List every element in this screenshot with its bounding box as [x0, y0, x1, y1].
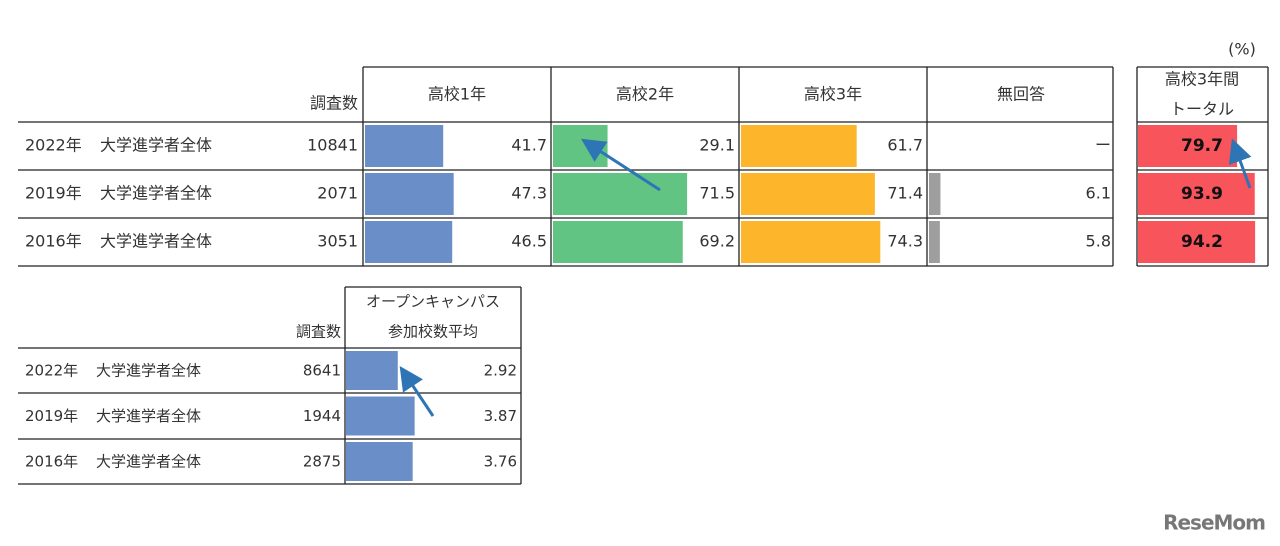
cell-value: 71.5: [699, 184, 735, 203]
data-bar: [929, 173, 941, 215]
unit-label: (%): [1228, 40, 1256, 59]
row-year: 2019年: [25, 184, 82, 203]
data-bar: [365, 221, 453, 263]
total-value: 79.7: [1181, 136, 1223, 156]
cell-value: 6.1: [1086, 184, 1111, 203]
cell-value: 47.3: [511, 184, 547, 203]
cell-value: 3.76: [484, 453, 517, 471]
total-header: トータル: [1170, 100, 1234, 119]
total-value: 94.2: [1181, 232, 1223, 252]
column-header: オープンキャンパス: [366, 293, 500, 311]
count-header: 調査数: [310, 94, 358, 113]
cell-value: 3.87: [484, 407, 517, 425]
row-group: 大学進学者全体: [100, 136, 212, 155]
cell-value: 74.3: [887, 232, 923, 251]
table-borders: [18, 66, 1269, 485]
row-year: 2016年: [25, 232, 82, 251]
logo: ReseMom: [1163, 511, 1265, 535]
cell-value: 69.2: [699, 232, 735, 251]
data-bar: [346, 396, 415, 436]
cell-value: 29.1: [699, 136, 735, 155]
total-header: 高校3年間: [1165, 70, 1239, 89]
row-group: 大学進学者全体: [96, 453, 201, 471]
data-bar: [346, 442, 413, 481]
column-header: 高校3年: [804, 85, 862, 104]
data-bar: [346, 351, 398, 390]
cell-value: ー: [1095, 136, 1111, 155]
row-group: 大学進学者全体: [96, 407, 201, 425]
total-bar: [1138, 221, 1256, 263]
column-header: 無回答: [997, 85, 1045, 104]
data-bar: [365, 173, 454, 215]
column-header: 高校1年: [428, 85, 486, 104]
column-header: 参加校数平均: [388, 323, 478, 341]
count-header: 調査数: [296, 323, 341, 341]
total-bar: [1138, 125, 1238, 167]
cell-value: 41.7: [511, 136, 547, 155]
data-bar: [553, 221, 683, 263]
row-group: 大学進学者全体: [100, 184, 212, 203]
data-bar: [365, 125, 444, 167]
row-count: 10841: [307, 136, 358, 155]
data-bar: [553, 173, 688, 215]
row-year: 2022年: [25, 362, 78, 380]
total-bar: [1138, 173, 1255, 215]
data-bar: [929, 221, 940, 263]
annotation-arrows: [399, 138, 1252, 417]
cell-value: 61.7: [887, 136, 923, 155]
data-bar: [553, 125, 608, 167]
row-count: 2875: [303, 453, 341, 471]
cell-value: 2.92: [484, 362, 517, 380]
cell-value: 5.8: [1086, 232, 1111, 251]
row-year: 2022年: [25, 136, 82, 155]
data-bar: [741, 125, 857, 167]
total-value: 93.9: [1181, 184, 1223, 204]
cell-value: 46.5: [511, 232, 547, 251]
row-count: 2071: [317, 184, 358, 203]
row-group: 大学進学者全体: [100, 232, 212, 251]
column-header: 高校2年: [616, 85, 674, 104]
cell-value: 71.4: [887, 184, 923, 203]
row-count: 3051: [317, 232, 358, 251]
row-group: 大学進学者全体: [96, 362, 201, 380]
row-year: 2016年: [25, 453, 78, 471]
row-count: 8641: [303, 362, 341, 380]
data-bar: [741, 221, 881, 263]
data-bar: [741, 173, 875, 215]
row-year: 2019年: [25, 407, 78, 425]
row-count: 1944: [303, 407, 341, 425]
